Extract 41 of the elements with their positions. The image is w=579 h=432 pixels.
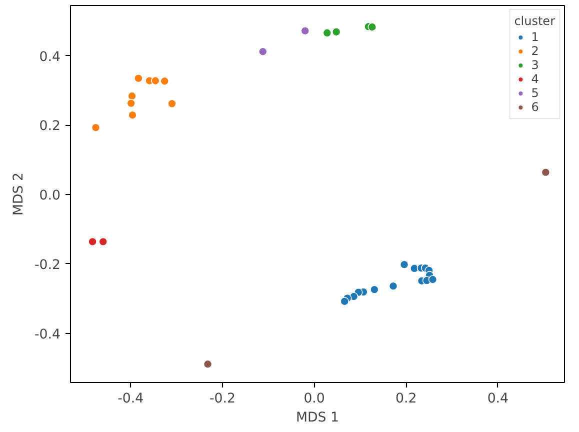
legend-label: 2 bbox=[531, 44, 540, 58]
x-axis-title: MDS 1 bbox=[296, 410, 339, 426]
point bbox=[332, 27, 341, 36]
legend-label: 6 bbox=[531, 100, 540, 114]
point bbox=[134, 74, 143, 83]
legend-title: cluster bbox=[514, 14, 555, 28]
point bbox=[128, 110, 137, 120]
point bbox=[340, 296, 349, 306]
x-tick-label: -0.2 bbox=[209, 392, 236, 406]
point bbox=[370, 285, 379, 294]
point bbox=[258, 47, 268, 56]
x-tick-label: 0.4 bbox=[487, 392, 509, 406]
point bbox=[128, 92, 136, 100]
point bbox=[98, 237, 108, 246]
legend-label: 1 bbox=[531, 30, 540, 44]
point bbox=[91, 123, 100, 132]
point bbox=[151, 76, 160, 86]
y-tick-label: -0.4 bbox=[34, 327, 61, 342]
point bbox=[322, 28, 332, 38]
y-axis-title: MDS 2 bbox=[11, 172, 26, 216]
point bbox=[400, 260, 409, 269]
y-tick-label: 0.2 bbox=[39, 119, 61, 134]
point bbox=[388, 282, 398, 290]
point bbox=[126, 98, 136, 108]
legend-label: 5 bbox=[531, 86, 540, 100]
legend-label: 4 bbox=[531, 72, 540, 86]
point bbox=[300, 26, 310, 36]
x-tick-label: -0.4 bbox=[118, 392, 144, 406]
point bbox=[428, 275, 438, 284]
point bbox=[368, 22, 377, 32]
x-tick-label: 0.0 bbox=[304, 392, 325, 406]
x-tick-label: 0.2 bbox=[396, 392, 417, 406]
point bbox=[160, 76, 170, 86]
point bbox=[168, 99, 176, 108]
y-tick-label: 0.4 bbox=[39, 50, 61, 65]
point bbox=[203, 360, 212, 369]
y-tick-label: 0.0 bbox=[39, 188, 61, 204]
legend-label: 3 bbox=[531, 58, 540, 72]
y-tick-label: -0.2 bbox=[34, 258, 61, 273]
point bbox=[541, 168, 550, 177]
point bbox=[88, 237, 97, 246]
